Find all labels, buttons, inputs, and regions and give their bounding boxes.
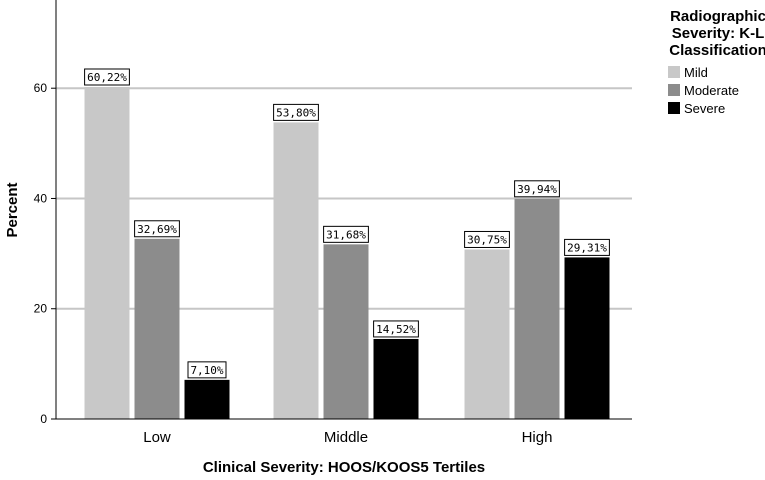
data-label-moderate-middle: 31,68% xyxy=(323,225,369,243)
axes xyxy=(55,0,632,420)
data-label-box xyxy=(514,180,560,198)
data-label-mild-low: 60,22% xyxy=(84,68,130,86)
data-label-box xyxy=(564,238,610,256)
legend-swatch-severe xyxy=(668,102,680,114)
data-label-severe-middle: 14,52% xyxy=(373,320,419,338)
bar-severe-low xyxy=(184,379,230,419)
data-label-moderate-low: 32,69% xyxy=(134,220,180,238)
y-tick-label-20: 20 xyxy=(34,302,48,316)
x-axis-title: Clinical Severity: HOOS/KOOS5 Tertiles xyxy=(203,459,485,476)
bar-severe-middle xyxy=(373,338,419,419)
bar-mild-high xyxy=(464,249,510,419)
data-label-text: 32,69% xyxy=(137,223,177,236)
y-tick-label-0: 0 xyxy=(40,412,47,426)
data-label-text: 39,94% xyxy=(517,183,557,196)
data-label-box xyxy=(464,230,510,248)
data-label-text: 30,75% xyxy=(467,233,507,246)
bars xyxy=(84,86,610,420)
data-label-box xyxy=(84,68,130,86)
data-label-text: 7,10% xyxy=(190,364,223,377)
legend-label-mild: Mild xyxy=(684,65,708,80)
data-label-box xyxy=(134,220,180,238)
data-label-severe-high: 29,31% xyxy=(564,238,610,256)
data-label-text: 29,31% xyxy=(567,241,607,254)
data-label-box xyxy=(323,225,369,243)
bar-moderate-high xyxy=(514,198,560,419)
x-tick-label-high: High xyxy=(522,429,553,446)
data-label-box xyxy=(273,103,319,121)
legend-title-line-2: Severity: K-L xyxy=(672,25,765,42)
data-label-text: 60,22% xyxy=(87,71,127,84)
data-label-box xyxy=(373,320,419,338)
data-label-mild-middle: 53,80% xyxy=(273,103,319,121)
y-tick-label-60: 60 xyxy=(34,81,48,95)
x-tick-labels: Low Middle High xyxy=(143,429,552,446)
data-label-text: 53,80% xyxy=(276,106,316,119)
x-tick-label-low: Low xyxy=(143,429,171,446)
data-label-text: 31,68% xyxy=(326,228,366,241)
bar-moderate-low xyxy=(134,238,180,419)
bar-mild-low xyxy=(84,86,130,420)
data-labels: 60,22% 32,69% 7,10% 53,80% 31,68% 14,52% 30,75… xyxy=(84,68,610,379)
y-axis-title: Percent xyxy=(4,182,21,237)
legend-label-moderate: Moderate xyxy=(684,83,739,98)
data-label-moderate-high: 39,94% xyxy=(514,180,560,198)
y-tick-labels: 0 20 40 60 xyxy=(34,81,56,426)
legend-label-severe: Severe xyxy=(684,101,725,116)
data-label-severe-low: 7,10% xyxy=(187,361,227,379)
bar-mild-middle xyxy=(273,122,319,420)
data-label-box xyxy=(187,361,227,379)
bar-severe-high xyxy=(564,257,610,419)
data-label-text: 14,52% xyxy=(376,323,416,336)
y-tick-label-40: 40 xyxy=(34,191,48,205)
legend-swatch-mild xyxy=(668,66,680,78)
legend: Radiographic Severity: K-L Classificatio… xyxy=(668,8,765,116)
x-tick-label-middle: Middle xyxy=(324,429,368,446)
legend-swatch-moderate xyxy=(668,84,680,96)
bar-moderate-middle xyxy=(323,244,369,419)
legend-title-line-1: Radiographic xyxy=(670,8,765,25)
data-label-mild-high: 30,75% xyxy=(464,230,510,248)
legend-title-line-3: Classification xyxy=(669,42,765,59)
